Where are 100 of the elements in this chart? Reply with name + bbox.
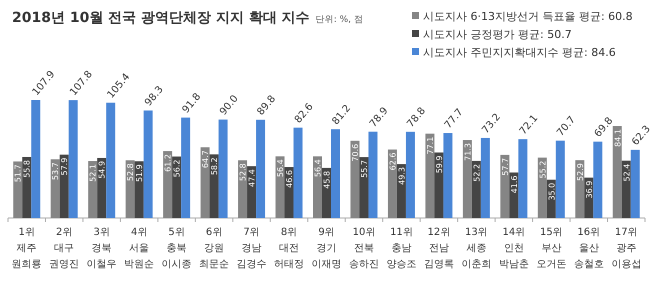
bar [500, 154, 510, 218]
data-label: 57.9 [60, 158, 70, 176]
legend-label: 시도지사 주민지지확대지수 평균: 84.6 [423, 46, 616, 59]
data-label: 71.3 [463, 143, 472, 161]
bar [181, 118, 190, 218]
data-label: 52.1 [88, 164, 98, 182]
bar [331, 129, 340, 218]
bar [359, 157, 368, 218]
x-tick-label: 15위 부산 오거돈 [536, 227, 566, 270]
bar [622, 160, 631, 218]
data-label: 70.6 [350, 144, 360, 162]
bar [434, 152, 444, 218]
data-label: 55.2 [538, 160, 548, 178]
x-tick-label: 3위 경북 이철우 [86, 227, 117, 270]
bar [172, 156, 182, 218]
data-label: 45.8 [322, 170, 332, 189]
bar [630, 150, 640, 218]
data-label: 51.7 [14, 164, 23, 182]
data-label: 36.9 [584, 180, 594, 198]
data-label: 56.4 [314, 159, 322, 178]
bar [593, 142, 602, 218]
x-tick-label: 16위 울산 송철호 [574, 227, 604, 270]
bar [60, 154, 69, 218]
bar [144, 110, 153, 218]
data-label: 35.0 [547, 182, 556, 201]
bar [50, 159, 60, 218]
bar [294, 128, 303, 218]
bar [256, 120, 266, 218]
bar [518, 139, 528, 218]
data-label: 52.8 [238, 163, 248, 182]
x-tick-label: 7위 경남 김경수 [236, 227, 267, 270]
legend-label: 시도지사 긍정평가 평균: 50.7 [423, 28, 572, 41]
bar [443, 133, 452, 218]
data-label: 46.6 [285, 170, 294, 188]
chart-title: 2018년 10월 전국 광역단체장 지지 확대 지수 [12, 10, 310, 26]
bar [88, 161, 98, 218]
data-label: 52.2 [472, 164, 482, 182]
data-label: 54.9 [98, 160, 107, 179]
bar [313, 156, 322, 218]
bar [68, 100, 78, 218]
data-label: 62.6 [388, 152, 398, 170]
bar [612, 126, 622, 218]
data-label: 41.6 [510, 176, 519, 194]
bar [200, 147, 210, 218]
data-label: 64.7 [201, 150, 210, 168]
x-tick-label: 5위 충북 이시종 [162, 227, 192, 270]
data-label: 57.7 [500, 158, 510, 176]
data-label: 52.9 [576, 163, 585, 181]
x-tick-label: 17위 광주 이용섭 [611, 227, 642, 270]
bar [163, 151, 172, 218]
data-label: 56.4 [276, 159, 286, 178]
data-label: 77.1 [426, 136, 435, 154]
x-tick-label: 10위 전북 송하진 [348, 227, 379, 270]
bar [97, 158, 106, 218]
x-tick-label: 1위 제주 원희룡 [12, 227, 42, 270]
chart-subtitle: 단위: %, 점 [316, 15, 363, 25]
bar [556, 140, 565, 218]
x-tick-label: 6위 강원 최문순 [199, 227, 230, 270]
data-label: 55.7 [360, 160, 369, 178]
bar [406, 132, 415, 218]
bar [106, 102, 116, 218]
data-label: 53.7 [51, 162, 60, 180]
data-label: 61.2 [164, 154, 173, 172]
bar [368, 132, 378, 218]
data-label: 52.4 [622, 164, 632, 182]
bar [210, 154, 219, 218]
bar [13, 161, 22, 218]
x-tick-label: 8위 대전 허태정 [274, 227, 304, 270]
bar [388, 150, 397, 218]
bar [276, 156, 285, 218]
x-tick-label: 14위 인천 박남춘 [498, 227, 529, 270]
data-label: 47.4 [248, 169, 257, 187]
bar [134, 161, 144, 218]
x-tick-label: 12위 전남 김영록 [424, 227, 454, 270]
bar [472, 160, 481, 218]
data-label: 84.1 [613, 129, 622, 147]
data-label: 49.3 [397, 167, 406, 185]
bar [462, 140, 472, 218]
x-tick-label: 11위 충남 양승조 [386, 227, 416, 270]
bar [480, 138, 490, 218]
bar [31, 100, 40, 218]
bar [22, 156, 32, 218]
bar [425, 134, 434, 218]
x-tick-label: 4위 서울 박원순 [124, 227, 154, 270]
bar [247, 166, 256, 218]
bar [396, 164, 406, 218]
legend-label: 시도지사 6·13지방선거 득표율 평균: 60.8 [423, 10, 633, 23]
data-label: 55.8 [22, 160, 32, 178]
data-label: 58.2 [210, 157, 220, 176]
data-label: 52.8 [126, 163, 136, 182]
bar [350, 140, 360, 218]
x-tick-label: 2위 대구 권영진 [49, 227, 80, 270]
x-tick-label: 9위 경기 이재명 [312, 227, 342, 270]
x-tick-label: 13위 세종 이춘희 [461, 227, 492, 270]
bar [538, 158, 547, 218]
bar [575, 160, 584, 218]
data-label: 51.9 [135, 164, 144, 182]
data-label: 59.9 [434, 155, 444, 174]
bar [218, 120, 228, 218]
data-label: 56.2 [172, 160, 182, 178]
